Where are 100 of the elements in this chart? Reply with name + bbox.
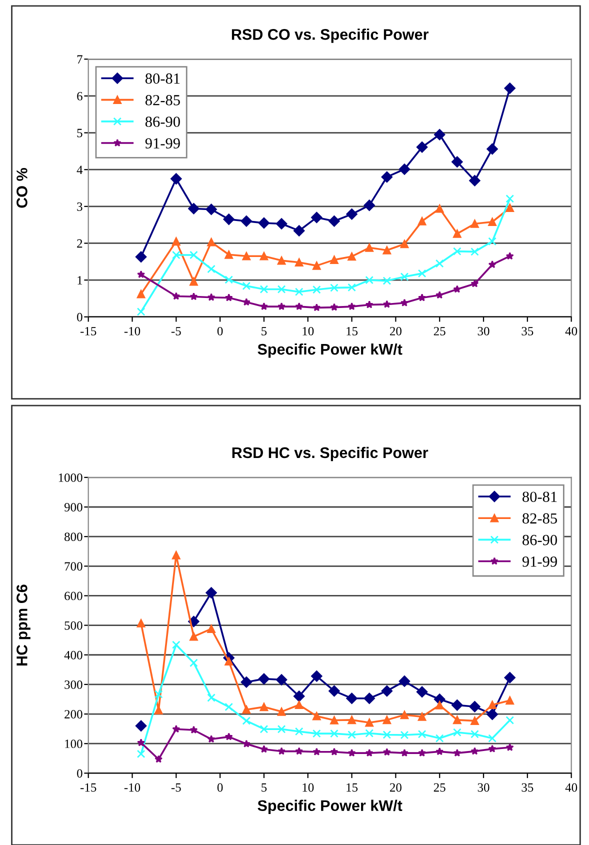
point [506,252,514,260]
point [312,262,321,270]
x-tick-label: 0 [217,783,223,792]
point [488,700,496,710]
point [434,694,446,705]
point [242,252,251,260]
point [330,748,338,756]
point [486,708,498,720]
y-tick-label: 4 [76,166,83,174]
point [240,216,252,227]
point [242,716,251,725]
point [260,252,268,260]
point [260,745,268,753]
point [242,740,250,748]
x-tick-label: 40 [565,326,578,336]
point [381,685,393,697]
point [348,252,356,261]
point [136,290,146,298]
x-tick-label: -10 [124,326,140,336]
point [470,248,479,256]
point [154,706,163,714]
point [418,294,426,302]
x-tick-label: -5 [171,783,181,792]
legend-label: 80-81 [522,492,557,502]
legend-label: 91-99 [145,138,180,149]
point [488,734,496,742]
point [172,640,180,649]
point [260,724,268,734]
point [488,218,496,226]
x-tick-label: 25 [434,783,446,792]
y-tick-label: 1000 [58,473,82,482]
point [434,129,446,140]
point [330,256,338,264]
point [294,258,304,267]
point [382,246,392,254]
x-tick-label: 30 [478,326,490,336]
y-axis-title: CO % [16,168,28,208]
point [172,250,180,260]
legend-label: 80-81 [145,73,180,84]
point [400,748,408,757]
point [137,738,146,746]
point [294,700,304,710]
point [418,712,426,721]
point [382,716,392,724]
point [382,748,391,756]
point [260,285,268,294]
point [330,284,338,292]
point [348,748,356,757]
point [135,720,147,732]
y-tick-label: 900 [64,503,82,512]
point [172,724,180,733]
point [137,270,146,278]
point [207,624,216,634]
x-tick-label: 15 [346,327,358,336]
chart-title: RSD CO vs. Specific Power [232,28,429,43]
y-tick-label: 7 [77,55,82,64]
x-tick-label: 5 [262,327,267,336]
point [330,716,338,724]
point [506,696,514,705]
point [224,294,233,302]
point [242,298,250,306]
y-tick-label: 800 [64,532,82,542]
point [277,707,286,716]
point [400,272,409,281]
x-tick-label: 30 [478,783,490,792]
legend-label: 82-85 [522,513,557,524]
point [470,747,479,755]
point [470,220,479,228]
point [365,748,374,757]
point [506,194,514,203]
point [295,302,304,310]
y-tick-label: 200 [64,710,82,718]
point [312,748,321,756]
point [346,208,358,220]
point [365,243,374,252]
point [330,729,338,738]
point [190,658,198,668]
point [469,175,480,186]
point [416,142,428,153]
legend-label: 86-90 [522,534,557,546]
x-tick-label: 5 [262,783,267,792]
point [136,750,146,758]
point [190,277,198,286]
point [278,302,286,310]
y-axis-title: HC ppm C6 [16,584,30,666]
point [312,304,321,312]
legend-label: 91-99 [522,556,557,567]
point [470,716,479,725]
point [418,216,426,226]
x-tick-label: -15 [80,327,96,336]
point [242,282,251,290]
point [398,676,410,687]
chart-title: RSD HC vs. Specific Power [232,446,428,462]
point [223,214,234,225]
x-tick-label: 25 [434,326,446,336]
point [453,285,462,293]
point [224,276,234,284]
point [258,217,270,229]
point [258,673,270,684]
point [506,743,514,751]
